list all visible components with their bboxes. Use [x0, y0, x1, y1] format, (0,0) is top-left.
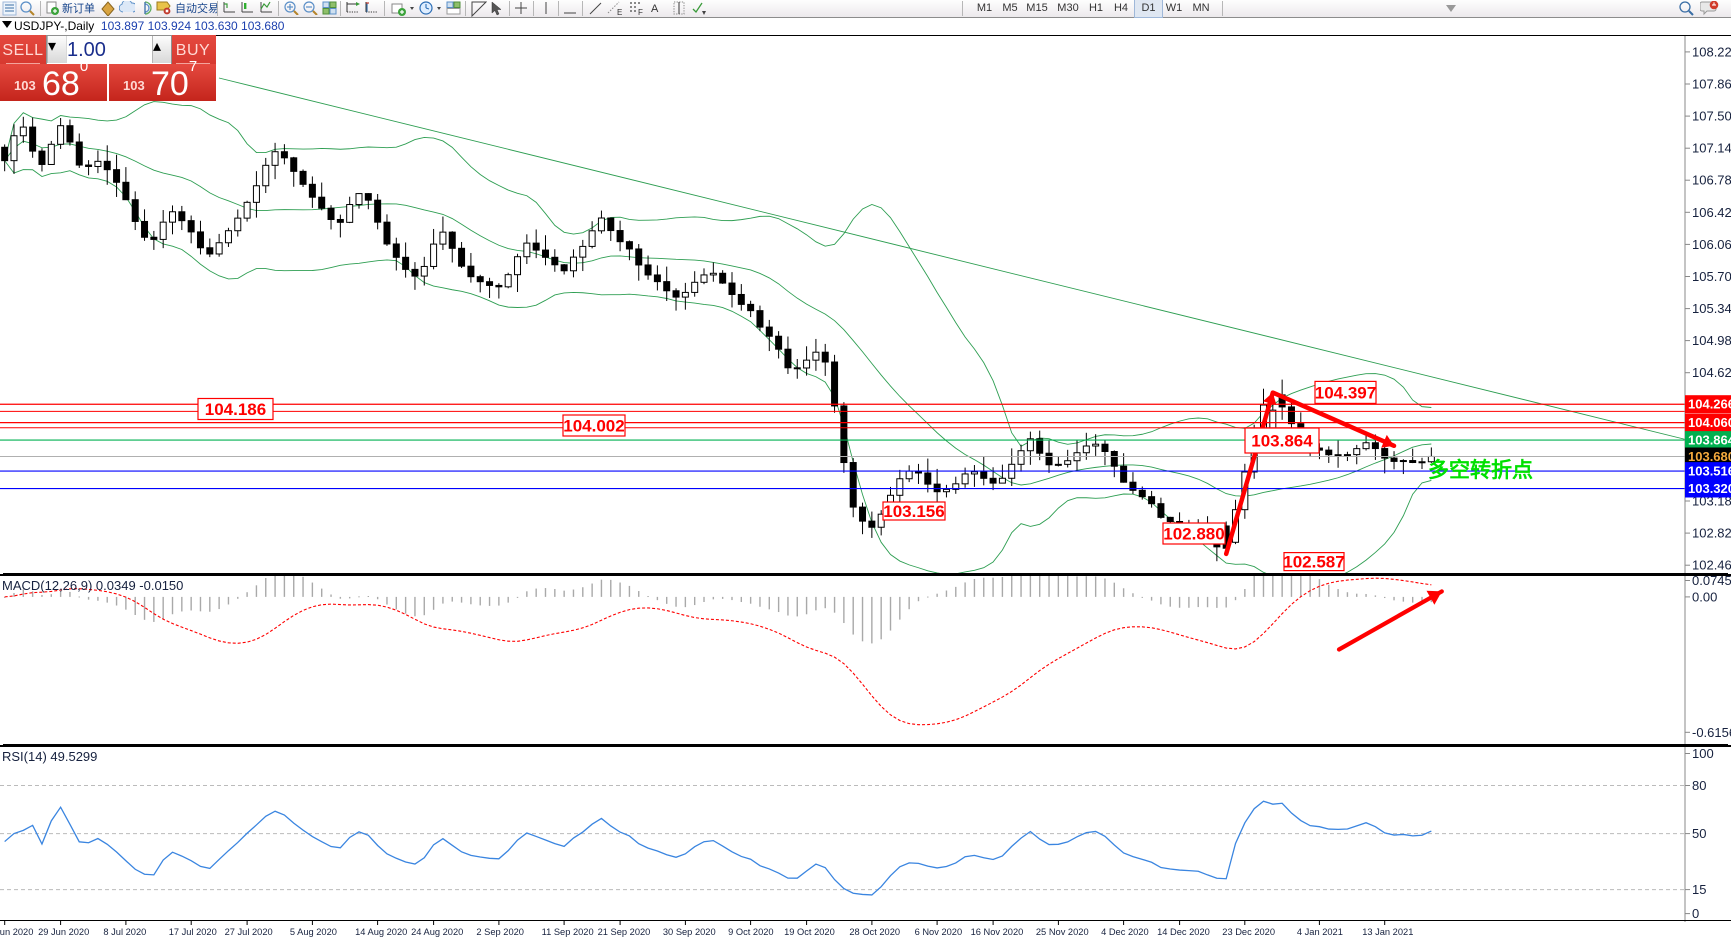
svg-text:107.860: 107.860 — [1692, 77, 1731, 92]
svg-text:25 Nov 2020: 25 Nov 2020 — [1036, 927, 1089, 937]
svg-text:21 Sep 2020: 21 Sep 2020 — [598, 927, 651, 937]
svg-text:103.864: 103.864 — [1688, 433, 1731, 448]
svg-text:104.186: 104.186 — [205, 400, 266, 419]
svg-text:102.820: 102.820 — [1692, 526, 1731, 541]
svg-text:E: E — [617, 8, 622, 16]
svg-text:5 Aug 2020: 5 Aug 2020 — [290, 927, 337, 937]
svg-text:104.266: 104.266 — [1688, 397, 1731, 412]
svg-text:0.0745: 0.0745 — [1692, 576, 1731, 588]
svg-text:27 Jul 2020: 27 Jul 2020 — [225, 927, 273, 937]
svg-text:107.140: 107.140 — [1692, 141, 1731, 156]
svg-text:23 Dec 2020: 23 Dec 2020 — [1222, 927, 1275, 937]
svg-text:-0.6156: -0.6156 — [1692, 725, 1731, 740]
svg-text:11 Sep 2020: 11 Sep 2020 — [542, 927, 594, 937]
svg-text:6 Nov 2020: 6 Nov 2020 — [915, 927, 963, 937]
svg-text:19 Oct 2020: 19 Oct 2020 — [784, 927, 835, 937]
svg-text:14 Dec 2020: 14 Dec 2020 — [1157, 927, 1210, 937]
svg-text:105.700: 105.700 — [1692, 269, 1731, 284]
svg-text:102.880: 102.880 — [1163, 525, 1224, 544]
svg-text:30 Sep 2020: 30 Sep 2020 — [663, 927, 716, 937]
svg-text:103.864: 103.864 — [1251, 432, 1313, 451]
svg-text:17 Jul 2020: 17 Jul 2020 — [169, 927, 217, 937]
svg-text:80: 80 — [1692, 778, 1706, 793]
svg-text:15: 15 — [1692, 882, 1706, 897]
svg-text:103.680: 103.680 — [1688, 449, 1731, 464]
svg-text:9 Oct 2020: 9 Oct 2020 — [728, 927, 773, 937]
svg-text:8 Jul 2020: 8 Jul 2020 — [103, 927, 146, 937]
svg-text:102.460: 102.460 — [1692, 558, 1731, 573]
svg-text:104.060: 104.060 — [1688, 415, 1731, 430]
svg-text:24 Aug 2020: 24 Aug 2020 — [411, 927, 463, 937]
svg-text:103.156: 103.156 — [883, 502, 944, 521]
svg-text:104.980: 104.980 — [1692, 333, 1731, 348]
svg-text:106.420: 106.420 — [1692, 205, 1731, 220]
svg-text:104.620: 104.620 — [1692, 365, 1731, 380]
svg-text:29 Jun 2020: 29 Jun 2020 — [38, 927, 89, 937]
svg-text:2 Sep 2020: 2 Sep 2020 — [476, 927, 524, 937]
svg-text:4 Dec 2020: 4 Dec 2020 — [1101, 927, 1149, 937]
svg-text:0.00: 0.00 — [1692, 589, 1717, 604]
svg-text:103.320: 103.320 — [1688, 481, 1731, 496]
svg-text:108.220: 108.220 — [1692, 44, 1731, 59]
svg-text:0: 0 — [1692, 906, 1699, 921]
svg-text:106.060: 106.060 — [1692, 237, 1731, 252]
svg-text:106.780: 106.780 — [1692, 173, 1731, 188]
svg-text:F: F — [638, 8, 643, 16]
svg-text:104.002: 104.002 — [563, 417, 624, 436]
svg-text:102.587: 102.587 — [1283, 553, 1344, 572]
svg-text:105.340: 105.340 — [1692, 301, 1731, 316]
svg-text:104.397: 104.397 — [1315, 383, 1376, 402]
svg-text:107.500: 107.500 — [1692, 109, 1731, 124]
svg-text:28 Oct 2020: 28 Oct 2020 — [849, 927, 900, 937]
svg-text:19 Jun 2020: 19 Jun 2020 — [0, 927, 33, 937]
svg-text:4 Jan 2021: 4 Jan 2021 — [1297, 927, 1343, 937]
svg-text:50: 50 — [1692, 826, 1706, 841]
svg-text:13 Jan 2021: 13 Jan 2021 — [1362, 927, 1413, 937]
svg-text:16 Nov 2020: 16 Nov 2020 — [971, 927, 1024, 937]
svg-text:多空转折点: 多空转折点 — [1428, 458, 1533, 482]
svg-text:14 Aug 2020: 14 Aug 2020 — [355, 927, 407, 937]
svg-text:100: 100 — [1692, 747, 1714, 761]
svg-text:103.516: 103.516 — [1688, 464, 1731, 479]
